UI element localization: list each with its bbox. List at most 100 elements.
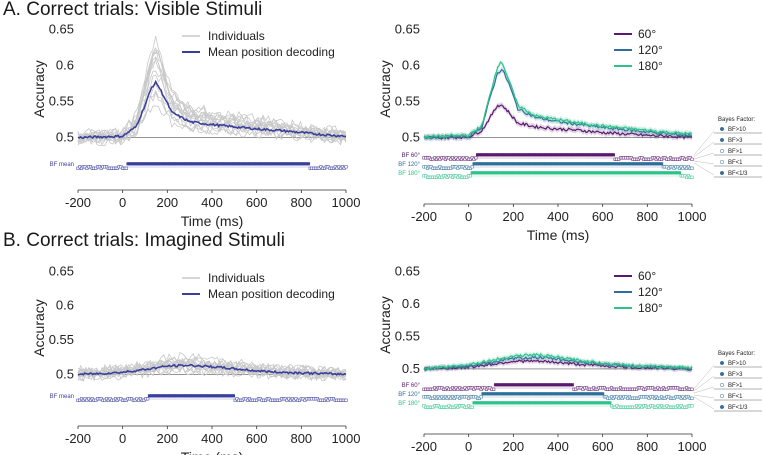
bayes-legend-item: BF<1: [728, 160, 743, 166]
legend-label: 180°: [638, 301, 663, 315]
bf-dot: [468, 174, 473, 178]
x-tick-label: 0: [119, 195, 126, 210]
x-tick-label: 800: [290, 431, 312, 446]
bayes-legend-item: BF>10: [728, 361, 747, 367]
legend-label-mean: Mean position decoding: [208, 45, 335, 59]
bayes-legend-item: BF>1: [728, 383, 743, 389]
bayes-legend-marker: [719, 137, 725, 143]
bayes-legend-item: BF>3: [728, 372, 743, 378]
panel-b-title: B. Correct trials: Imagined Stimuli: [3, 230, 285, 251]
bayes-legend-marker: [719, 360, 725, 366]
bayes-legend-item: BF<1/3: [728, 171, 748, 177]
bf-dot: [690, 404, 694, 408]
bf-row-label: BF 120°: [398, 162, 420, 168]
bf-dot: [492, 387, 496, 391]
y-tick-label: 0.55: [49, 332, 74, 347]
legend-label-mean: Mean position decoding: [208, 287, 335, 301]
x-tick-label: 400: [547, 209, 569, 224]
y-axis-label: Accuracy: [377, 60, 393, 118]
x-tick-label: 1000: [332, 431, 361, 446]
bf-dot: [470, 165, 474, 169]
y-tick-label: 0.6: [56, 298, 74, 313]
bayes-factor-legend: Bayes Factor: BF>10 BF>3 BF>1 BF<1 BF<1/3: [693, 117, 762, 178]
bayes-legend-title: Bayes Factor:: [718, 351, 755, 357]
bf-dot: [677, 171, 682, 175]
bf-row-label: BF 180°: [398, 171, 420, 177]
x-tick-label: 200: [156, 431, 178, 446]
bf-row-label: BF mean: [50, 162, 74, 168]
legend-label: 180°: [638, 59, 663, 73]
series-line: [423, 352, 693, 370]
bayes-legend-item: BF>1: [728, 149, 743, 155]
y-axis-label: Accuracy: [377, 296, 393, 354]
bf-dot: [146, 397, 150, 401]
y-tick-label: 0.5: [56, 130, 74, 145]
y-axis-label: Accuracy: [31, 299, 47, 357]
y-tick-label: 0.55: [395, 94, 420, 109]
bf-dot: [611, 153, 615, 157]
x-tick-label: -200: [411, 439, 437, 454]
bf-dot: [470, 405, 474, 409]
legend-label-individuals: Individuals: [208, 271, 265, 285]
y-tick-label: 0.65: [49, 263, 74, 278]
x-tick-label: -200: [411, 209, 437, 224]
x-tick-label: 600: [592, 439, 614, 454]
bf-row-label: BF 60°: [402, 153, 421, 159]
chart-b-left: 0.5 0.55 0.6 0.65 Accuracy -200 0 200 400 600 800 1…: [31, 263, 360, 455]
x-tick-label: 1000: [332, 195, 361, 210]
bayes-legend-connector: [693, 396, 715, 410]
y-tick-label: 0.5: [56, 366, 74, 381]
series-line: [423, 355, 693, 372]
x-axis-label: Time (ms): [181, 213, 243, 229]
chart-a-left: 0.5 0.55 0.6 0.65 Accuracy -200 0 200 400 600 800 1…: [31, 22, 360, 229]
x-tick-label: 400: [201, 195, 223, 210]
error-band: [424, 357, 692, 373]
bayes-legend-item: BF<1/3: [728, 405, 748, 411]
bf-dot: [124, 166, 128, 170]
individual-trace: [77, 50, 347, 144]
x-tick-label: -200: [65, 431, 91, 446]
bayes-legend-marker: [719, 371, 725, 377]
y-tick-label: 0.6: [402, 58, 420, 73]
x-axis-label: Time (ms): [527, 227, 589, 243]
x-tick-label: 800: [636, 209, 658, 224]
series-line: [423, 359, 693, 371]
legend-label: 60°: [638, 27, 656, 41]
bf-dot: [601, 392, 605, 396]
mean-decoding-line: [77, 79, 347, 140]
bf-dot: [231, 394, 235, 398]
chart-b-right: 0.5 0.55 0.6 0.65 Accuracy -200 0 200 400 600 800 1…: [377, 263, 706, 454]
bf-dot: [570, 383, 574, 387]
legend-label: 120°: [638, 285, 663, 299]
bf-row-label: BF 60°: [402, 383, 421, 389]
bayes-legend-connector: [693, 364, 715, 390]
bayes-legend-marker: [719, 170, 725, 176]
legend-label: 120°: [638, 43, 663, 57]
x-tick-label: 0: [465, 439, 472, 454]
y-tick-label: 0.5: [402, 130, 420, 145]
bayes-legend-connector: [693, 394, 715, 399]
bayes-legend-item: BF>10: [728, 127, 747, 133]
y-tick-label: 0.65: [395, 263, 420, 278]
bayes-legend-connector: [693, 130, 715, 156]
bf-dot: [660, 162, 664, 166]
bf-dot: [608, 401, 612, 405]
individual-trace: [77, 105, 347, 143]
bf-dot: [344, 165, 348, 169]
y-tick-label: 0.55: [49, 94, 74, 109]
series-line: [423, 61, 693, 139]
bf-dot: [690, 157, 694, 161]
legend-label: 60°: [638, 269, 656, 283]
mean-decoding-line: [77, 363, 347, 376]
error-band: [424, 351, 692, 372]
error-band: [424, 353, 692, 373]
bf-dot: [474, 156, 478, 160]
error-band: [424, 102, 692, 142]
x-tick-label: 600: [246, 431, 268, 446]
bf-row-label: BF 120°: [398, 392, 420, 398]
bf-dot: [690, 175, 694, 179]
bf-dot: [690, 396, 694, 400]
x-tick-label: 800: [636, 439, 658, 454]
bayes-legend-marker: [719, 148, 725, 154]
